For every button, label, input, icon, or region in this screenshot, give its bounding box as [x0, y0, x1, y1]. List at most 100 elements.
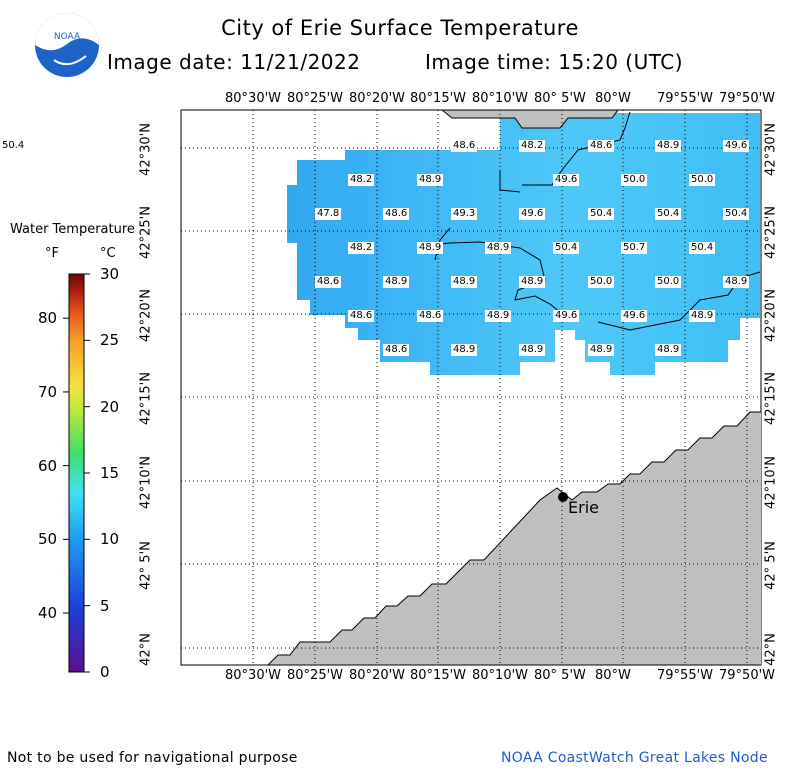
latitude-label: 42°15'N: [763, 372, 779, 425]
temperature-value: 49.3: [451, 208, 478, 220]
legend-fahrenheit-tick: 40: [38, 604, 58, 623]
longitude-label: 80°W: [595, 668, 631, 683]
temperature-value: 48.9: [519, 344, 546, 356]
latitude-label: 42° 5'N: [138, 541, 154, 590]
temperature-value: 49.6: [519, 208, 546, 220]
latitude-label: 42°30'N: [138, 123, 154, 176]
legend-title: Water Temperature: [10, 222, 135, 237]
temperature-value: 48.9: [655, 344, 682, 356]
image-date: Image date: 11/21/2022: [107, 50, 361, 74]
temperature-value: 48.2: [519, 140, 546, 152]
temperature-value: 50.0: [621, 174, 648, 186]
temperature-value: 49.6: [621, 310, 648, 322]
longitude-label: 79°50'W: [719, 668, 776, 683]
longitude-label: 80°10'W: [472, 91, 529, 106]
footer-disclaimer: Not to be used for navigational purpose: [7, 750, 298, 766]
temperature-value: 48.9: [417, 174, 444, 186]
page-title: City of Erie Surface Temperature: [221, 16, 579, 40]
legend-celsius-tick: 25: [100, 331, 120, 350]
longitude-label: 80°10'W: [472, 668, 529, 683]
latitude-label: 42°25'N: [138, 206, 154, 259]
longitude-label: 80°W: [595, 91, 631, 106]
latitude-label: 42°20'N: [138, 289, 154, 342]
temperature-value: 48.6: [588, 140, 615, 152]
latitude-label: 42°15'N: [138, 372, 154, 425]
latitude-label: 42°N: [763, 633, 779, 666]
graticule: [181, 110, 761, 665]
legend-fahrenheit-tick: 70: [38, 382, 58, 401]
legend-celsius-tick: 0: [100, 663, 110, 681]
longitude-label: 80° 5'W: [534, 668, 586, 683]
temperature-value: 48.6: [417, 310, 444, 322]
temperature-value: 49.6: [553, 174, 580, 186]
legend-fahrenheit-tick: 50: [38, 530, 58, 549]
temperature-value: 48.2: [348, 242, 375, 254]
longitude-label: 80°25'W: [287, 91, 344, 106]
legend-celsius-tick: 10: [100, 530, 120, 549]
temperature-value: 48.9: [655, 140, 682, 152]
temperature-value: 50.4: [0, 140, 27, 152]
temperature-value: 48.9: [485, 310, 512, 322]
latitude-label: 42°30'N: [763, 123, 779, 176]
svg-text:NOAA: NOAA: [54, 32, 81, 42]
temperature-value: 50.4: [588, 208, 615, 220]
temperature-value: 50.0: [689, 174, 716, 186]
legend-celsius-tick: 5: [100, 596, 110, 615]
city-label: Erie: [568, 498, 599, 517]
temperature-value: 50.7: [621, 242, 648, 254]
legend-unit-fahrenheit: °F: [45, 246, 59, 261]
longitude-label: 79°55'W: [657, 668, 714, 683]
longitude-label: 80°20'W: [349, 91, 406, 106]
longitude-label: 80°20'W: [349, 668, 406, 683]
latitude-label: 42° 5'N: [763, 541, 779, 590]
longitude-label: 80°25'W: [287, 668, 344, 683]
temperature-value: 48.9: [383, 276, 410, 288]
north-shore-land: [441, 110, 619, 129]
temperature-value: 50.0: [655, 276, 682, 288]
longitude-label: 80°15'W: [410, 91, 467, 106]
longitude-label: 80°30'W: [225, 91, 282, 106]
latitude-label: 42°N: [138, 633, 154, 666]
temperature-value: 49.6: [723, 140, 750, 152]
noaa-logo: NOAA: [34, 12, 100, 78]
temperature-value: 50.4: [553, 242, 580, 254]
latitude-label: 42°20'N: [763, 289, 779, 342]
temperature-value: 48.9: [417, 242, 444, 254]
legend-celsius-tick: 20: [100, 397, 120, 416]
temperature-value: 48.9: [519, 276, 546, 288]
temperature-value: 48.9: [451, 344, 478, 356]
longitude-label: 80° 5'W: [534, 91, 586, 106]
temperature-value: 48.9: [689, 310, 716, 322]
legend-fahrenheit-tick: 60: [38, 456, 58, 475]
image-time: Image time: 15:20 (UTC): [425, 50, 684, 74]
footer-credit: NOAA CoastWatch Great Lakes Node: [501, 750, 768, 766]
temperature-value: 50.4: [689, 242, 716, 254]
temperature-value: 48.9: [451, 276, 478, 288]
temperature-value: 48.6: [383, 208, 410, 220]
longitude-label: 80°30'W: [225, 668, 282, 683]
longitude-label: 80°15'W: [410, 668, 467, 683]
erie-city-marker: [558, 492, 568, 502]
legend-celsius-tick: 15: [100, 464, 120, 482]
temperature-value: 50.0: [588, 276, 615, 288]
latitude-label: 42°10'N: [138, 456, 154, 509]
legend-celsius-tick: 30: [100, 265, 120, 283]
temperature-value: 50.4: [655, 208, 682, 220]
legend-unit-celsius: °C: [100, 246, 116, 261]
temperature-value: 50.4: [723, 208, 750, 220]
temperature-value: 48.9: [723, 276, 750, 288]
longitude-label: 79°50'W: [719, 91, 776, 106]
legend-colorbar: [68, 273, 85, 673]
temperature-value: 48.9: [588, 344, 615, 356]
temperature-value: 49.6: [553, 310, 580, 322]
temperature-value: 47.8: [315, 208, 342, 220]
legend-fahrenheit-tick: 80: [38, 309, 58, 328]
temperature-value: 48.6: [383, 344, 410, 356]
latitude-label: 42°10'N: [763, 456, 779, 509]
latitude-label: 42°25'N: [763, 206, 779, 259]
longitude-label: 79°55'W: [657, 91, 714, 106]
temperature-value: 48.2: [348, 174, 375, 186]
temperature-value: 48.6: [348, 310, 375, 322]
temperature-value: 48.6: [315, 276, 342, 288]
